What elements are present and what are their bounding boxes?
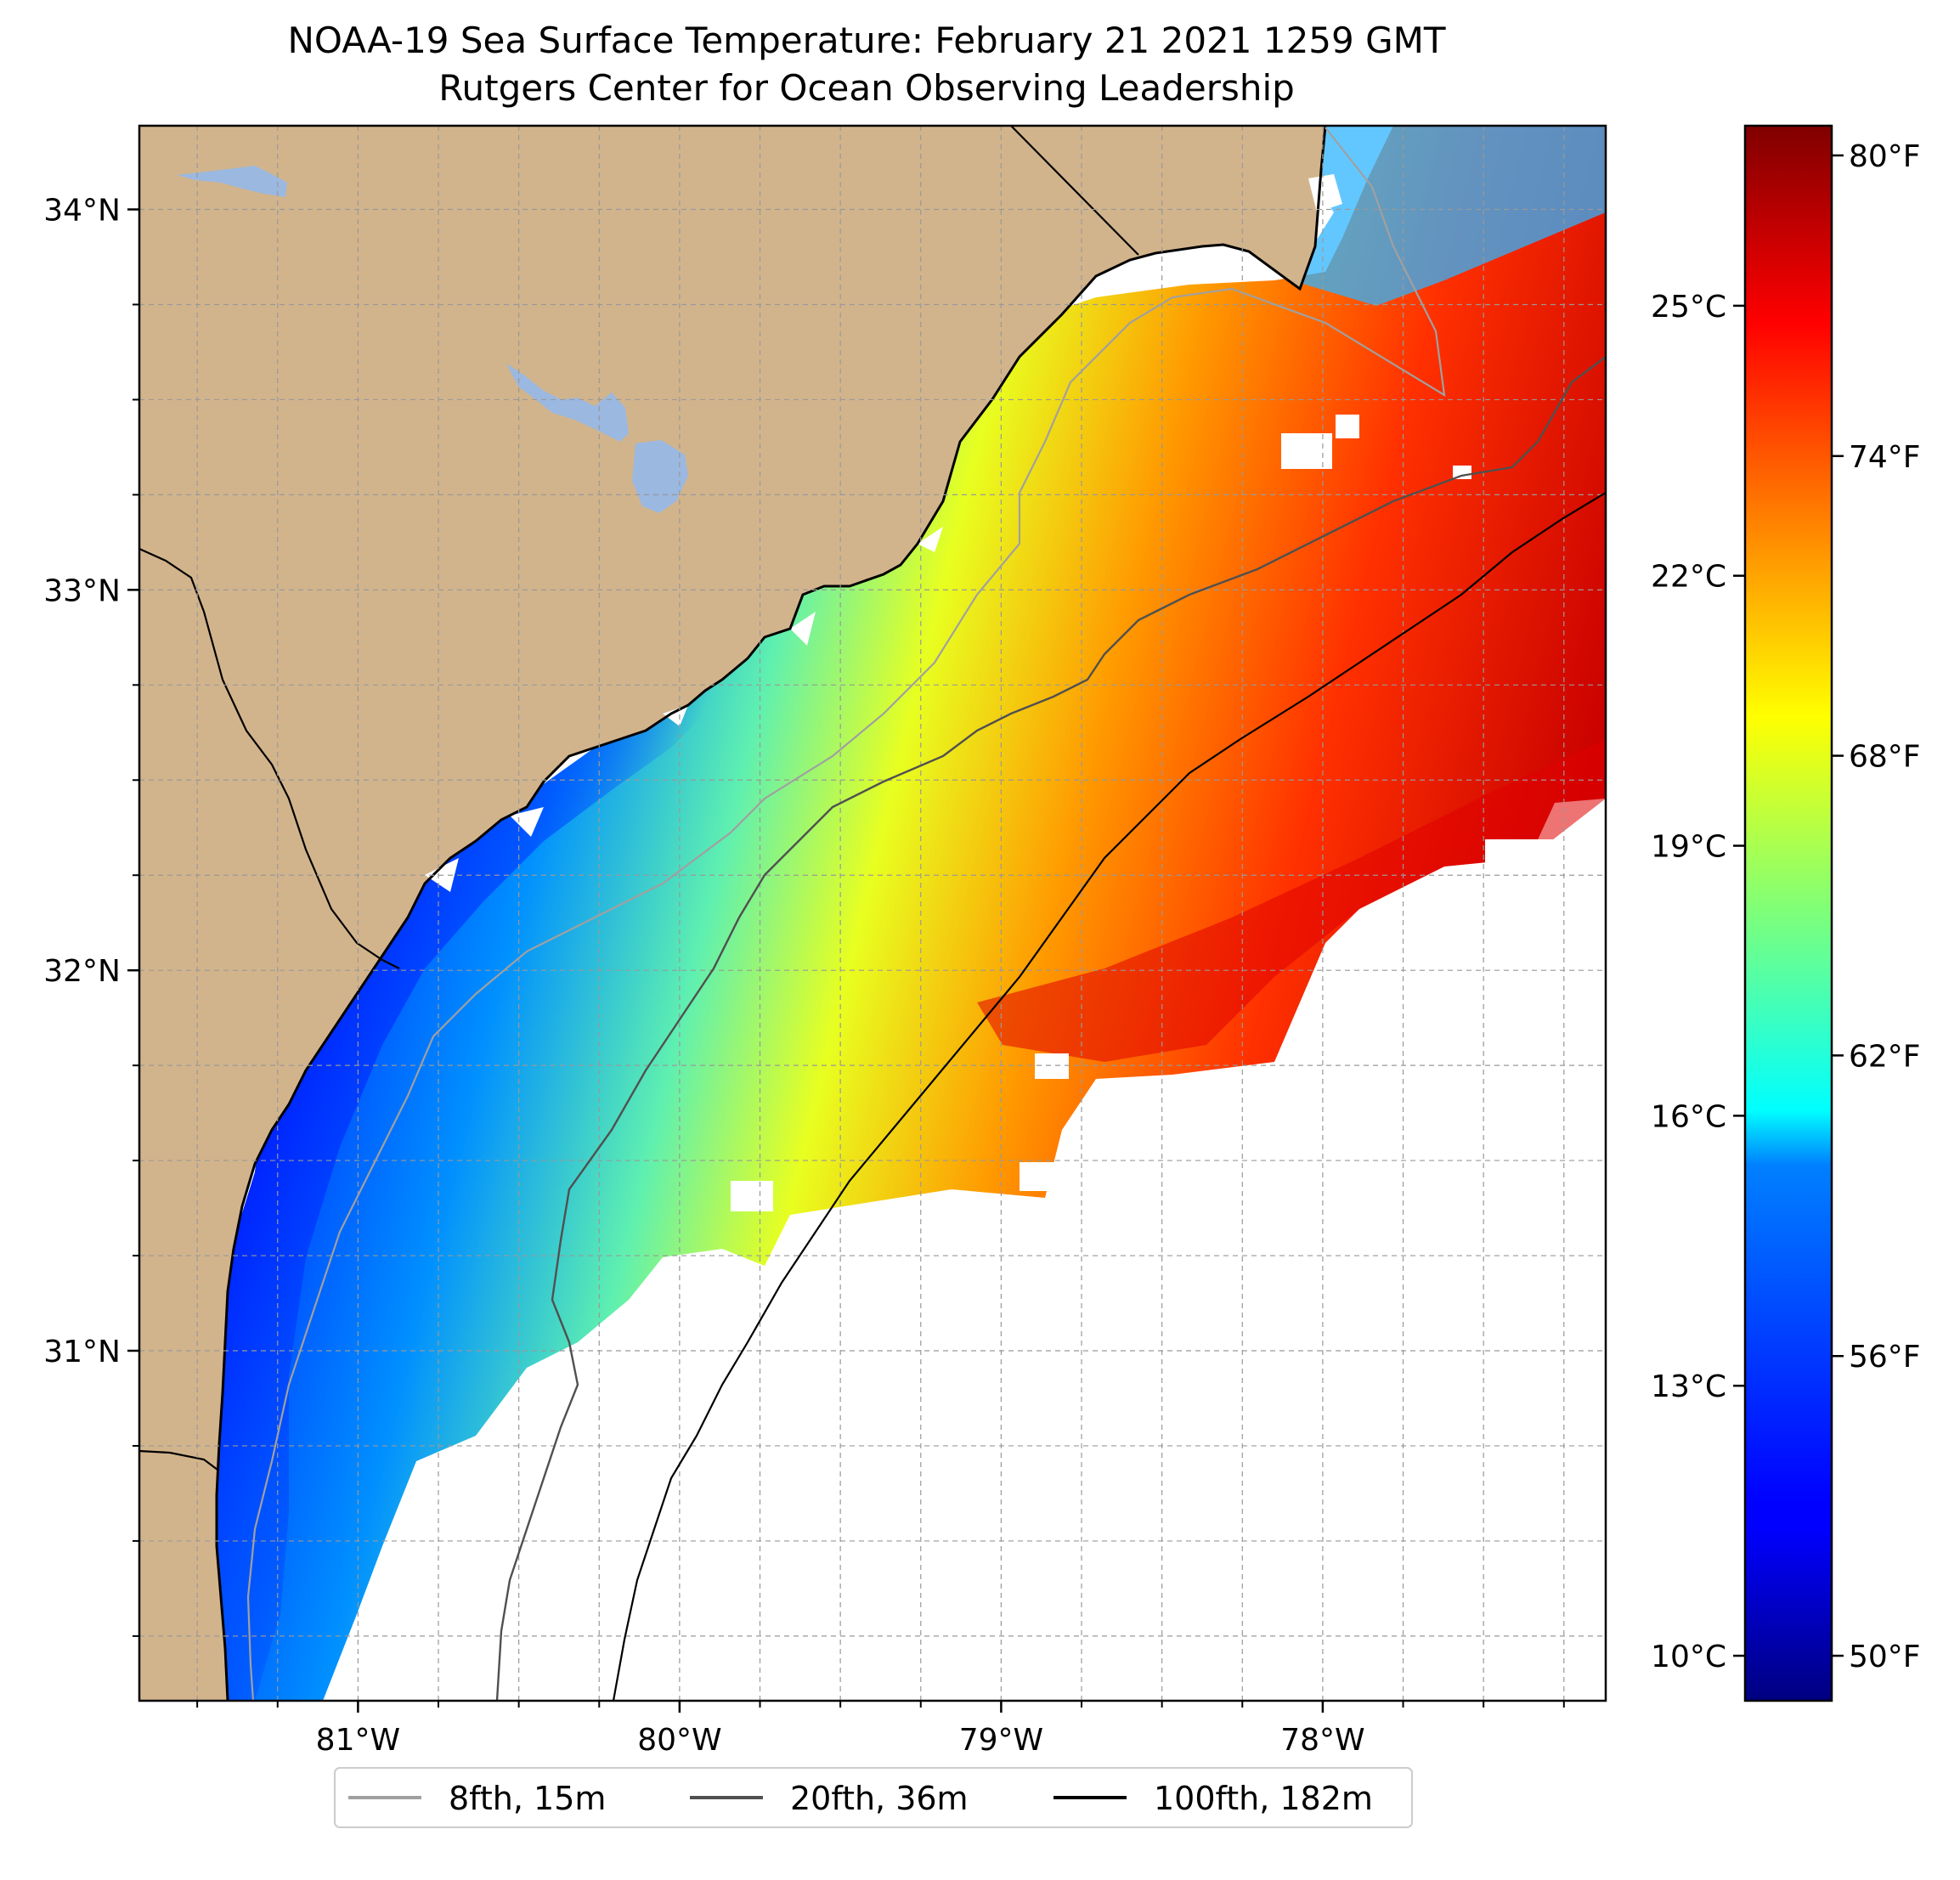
figure-subtitle: Rutgers Center for Ocean Observing Leade… bbox=[438, 67, 1295, 109]
isobath-20fth bbox=[495, 356, 1606, 1701]
fahrenheit-tick-label: 62°F bbox=[1849, 1039, 1921, 1074]
fahrenheit-tick-label: 74°F bbox=[1849, 440, 1921, 475]
legend-label-8fth: 8fth, 15m bbox=[449, 1780, 606, 1817]
celsius-tick-label: 25°C bbox=[1651, 290, 1726, 325]
celsius-tick-label: 10°C bbox=[1651, 1640, 1726, 1674]
gridlines-minor bbox=[139, 126, 1606, 1701]
lon-tick-label: 78°W bbox=[1280, 1723, 1364, 1758]
land bbox=[139, 126, 1325, 1701]
legend-box bbox=[334, 1767, 1413, 1828]
lon-tick-label: 81°W bbox=[316, 1723, 400, 1758]
celsius-tick-label: 16°C bbox=[1651, 1099, 1726, 1134]
map-frame bbox=[138, 124, 1607, 1702]
isobath-100fth bbox=[612, 492, 1606, 1701]
sst-nearshore-cold-band bbox=[195, 285, 1223, 1701]
isobath-legend: 8fth, 15m 20fth, 36m 100fth, 182m bbox=[334, 1767, 1413, 1828]
colorbar bbox=[1743, 124, 1833, 1702]
celsius-tick-label: 19°C bbox=[1651, 830, 1726, 865]
lon-tick-label: 80°W bbox=[637, 1723, 721, 1758]
figure-title: NOAA-19 Sea Surface Temperature: Februar… bbox=[287, 20, 1445, 61]
lat-tick-label: 34°N bbox=[43, 194, 121, 229]
fahrenheit-tick-label: 80°F bbox=[1849, 139, 1921, 174]
latitude-axis: 31°N 32°N 33°N 34°N bbox=[43, 194, 139, 1637]
state-border-ga-fl bbox=[139, 1449, 218, 1471]
legend-label-20fth: 20fth, 36m bbox=[790, 1780, 969, 1817]
no-data-patches bbox=[731, 415, 1553, 1211]
isobath-8fth bbox=[246, 127, 1446, 1701]
longitude-axis: 81°W 80°W 79°W 78°W bbox=[196, 1701, 1565, 1758]
lon-tick-label: 79°W bbox=[959, 1723, 1043, 1758]
coastline bbox=[215, 126, 1327, 1701]
lat-tick-label: 32°N bbox=[43, 954, 121, 989]
map-area bbox=[139, 126, 1606, 1701]
legend-label-100fth: 100fth, 182m bbox=[1154, 1780, 1373, 1817]
fahrenheit-tick-label: 68°F bbox=[1849, 740, 1921, 775]
sst-field bbox=[195, 126, 1606, 1701]
colorbar-fahrenheit-axis: 50°F 56°F 62°F 68°F 74°F 80°F bbox=[1832, 139, 1921, 1674]
lat-tick-label: 33°N bbox=[43, 573, 121, 608]
sst-warm-core bbox=[977, 739, 1606, 1062]
colorbar-celsius-axis: 10°C 13°C 16°C 19°C 22°C 25°C bbox=[1651, 290, 1745, 1674]
celsius-tick-label: 13°C bbox=[1651, 1369, 1726, 1404]
lat-tick-label: 31°N bbox=[43, 1335, 121, 1369]
state-border-nc-sc bbox=[1010, 126, 1139, 256]
state-border-sc-ga bbox=[139, 547, 400, 969]
fahrenheit-tick-label: 56°F bbox=[1849, 1340, 1921, 1375]
fahrenheit-tick-label: 50°F bbox=[1849, 1640, 1921, 1674]
coastal-inlets bbox=[425, 174, 1342, 892]
celsius-tick-label: 22°C bbox=[1651, 560, 1726, 595]
sst-cold-cap-north bbox=[1274, 126, 1606, 306]
